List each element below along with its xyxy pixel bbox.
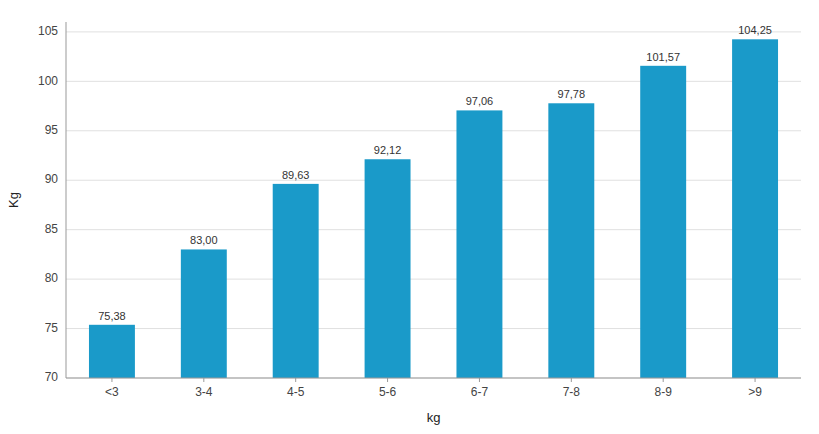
y-axis-label: Kg <box>6 192 21 208</box>
grid-line <box>66 180 801 181</box>
chart: 70 75 80 85 90 95 100 105 75,38 83,00 89,63 92,12 97… <box>0 0 819 434</box>
bar <box>456 110 502 378</box>
y-tick-label: 70 <box>45 370 59 384</box>
bar <box>640 66 686 378</box>
grid-line <box>66 130 801 131</box>
data-label: 92,12 <box>374 144 402 156</box>
bar <box>548 103 594 378</box>
data-label: 75,38 <box>98 310 126 322</box>
y-tick-label: 75 <box>45 321 59 335</box>
x-tick-label: <3 <box>105 385 119 399</box>
data-label: 104,25 <box>738 24 772 36</box>
grid-line <box>66 31 801 32</box>
x-tick-label: 3-4 <box>195 385 213 399</box>
y-tick-label: 85 <box>45 222 59 236</box>
y-tick-label: 80 <box>45 271 59 285</box>
y-axis-line <box>66 22 67 378</box>
x-tick-label: 8-9 <box>655 385 673 399</box>
x-tick <box>295 378 296 382</box>
data-label: 97,78 <box>558 88 586 100</box>
bar <box>365 159 411 378</box>
x-tick <box>203 378 204 382</box>
y-tick-label: 95 <box>45 123 59 137</box>
x-axis-label: kg <box>427 410 441 425</box>
data-label: 97,06 <box>466 95 494 107</box>
data-label: 101,57 <box>646 51 680 63</box>
x-tick-label: >9 <box>748 385 762 399</box>
bar <box>181 249 227 378</box>
grid-line <box>66 81 801 82</box>
x-tick <box>387 378 388 382</box>
x-tick <box>663 378 664 382</box>
x-axis-line <box>66 378 801 379</box>
data-label: 83,00 <box>190 234 218 246</box>
bar <box>89 325 135 378</box>
y-tick-label: 90 <box>45 172 59 186</box>
grid-line <box>66 328 801 329</box>
x-tick <box>479 378 480 382</box>
x-tick-label: 5-6 <box>379 385 397 399</box>
bar <box>732 39 778 378</box>
data-label: 89,63 <box>282 169 310 181</box>
x-tick <box>111 378 112 382</box>
y-tick-label: 100 <box>38 74 58 88</box>
x-tick-label: 6-7 <box>471 385 489 399</box>
x-tick <box>755 378 756 382</box>
grid-line <box>66 378 801 379</box>
grid-line <box>66 279 801 280</box>
grid-line <box>66 229 801 230</box>
bar <box>273 184 319 378</box>
y-tick-label: 105 <box>38 24 58 38</box>
x-tick-label: 4-5 <box>287 385 305 399</box>
x-tick-label: 7-8 <box>563 385 581 399</box>
x-tick <box>571 378 572 382</box>
